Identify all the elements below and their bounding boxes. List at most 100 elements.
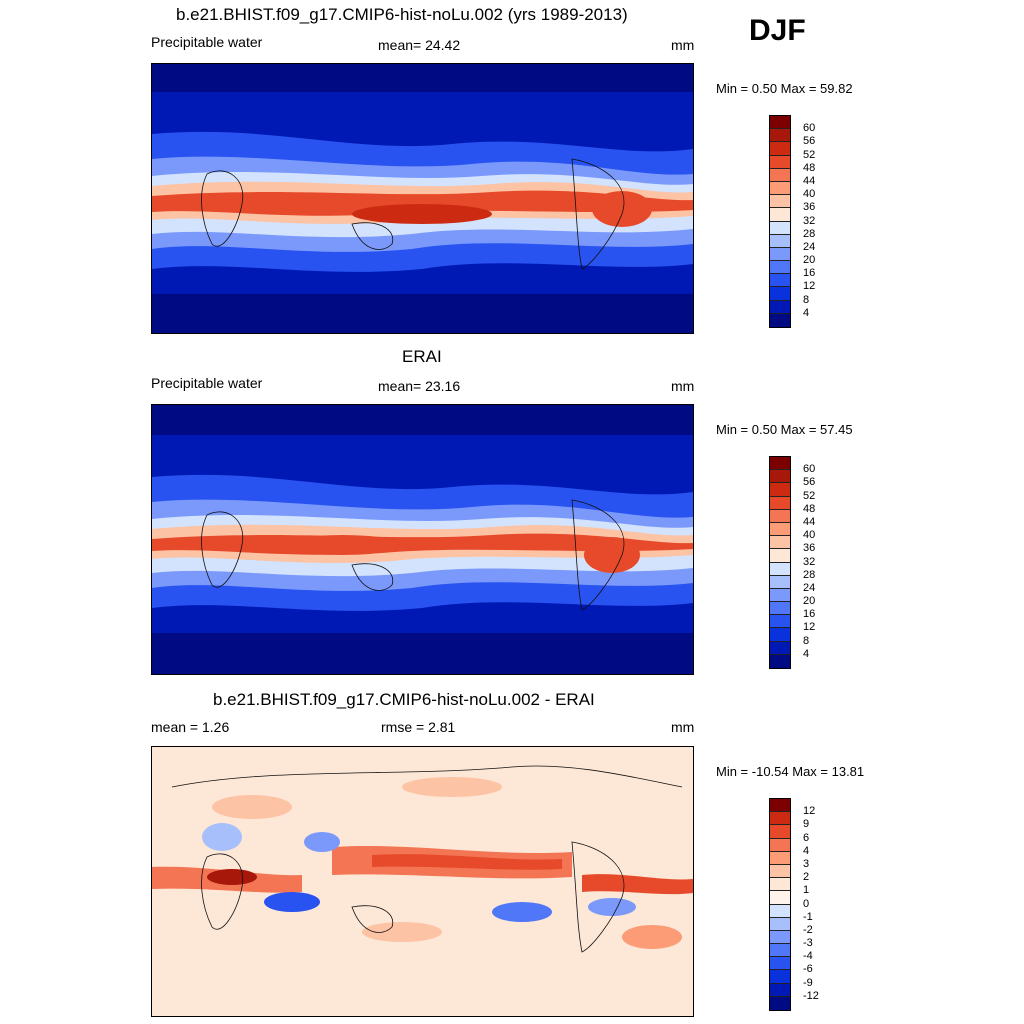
colorbar-tick-label: 12 [803,805,816,818]
colorbar-tick-label: 28 [803,227,816,240]
colorbar-block [770,155,790,169]
colorbar-tick-label: 60 [803,122,816,135]
panel-1-title: b.e21.BHIST.f09_g17.CMIP6-hist-noLu.002 … [176,5,628,24]
panel-3-map-field [152,747,693,1016]
colorbar-block [770,562,790,576]
colorbar-tick-label: 36 [803,542,816,555]
colorbar-block [770,864,790,879]
colorbar-block [770,641,790,655]
colorbar-block [770,168,790,182]
colorbar-tick-label: -9 [803,976,813,989]
colorbar-block [770,287,790,301]
colorbar-tick-label: 3 [803,857,810,870]
colorbar-block [770,970,790,984]
colorbar-tick-label: 9 [803,818,810,831]
colorbar-block [770,313,790,327]
colorbar-block [770,904,790,918]
colorbar-tick-label: 20 [803,254,816,267]
colorbar-block [770,470,790,484]
colorbar-tick-label: 32 [803,555,816,568]
colorbar-tick-label: 56 [803,135,816,148]
colorbar-tick-label: 6 [803,831,810,844]
colorbar-tick-label: 12 [803,621,816,634]
colorbar-block [770,274,790,288]
colorbar-block [770,575,790,589]
panel-1-map-field [152,64,693,333]
colorbar-tick-label: 24 [803,581,816,594]
colorbar-block [770,891,790,905]
panel-2-map [151,404,694,675]
colorbar-tick-label: 0 [803,897,810,910]
panel-2-minmax: Min = 0.50 Max = 57.45 [716,422,853,437]
panel-2-variable-label: Precipitable water [151,375,263,391]
panel-2-colorbar [769,456,791,669]
colorbar-block [770,142,790,156]
colorbar-tick-label: 32 [803,214,816,227]
panel-1-map [151,63,694,334]
colorbar-tick-label: 48 [803,502,816,515]
colorbar-tick-label: -3 [803,937,813,950]
colorbar-block [770,799,790,813]
panel-1-minmax: Min = 0.50 Max = 59.82 [716,81,853,96]
colorbar-tick-label: 36 [803,201,816,214]
panel-3-title: b.e21.BHIST.f09_g17.CMIP6-hist-noLu.002 … [213,690,595,709]
colorbar-block [770,851,790,865]
colorbar-block [770,129,790,143]
colorbar-tick-label: -6 [803,963,813,976]
colorbar-tick-label: -4 [803,950,813,963]
colorbar-tick-label: 2 [803,871,810,884]
colorbar-block [770,615,790,629]
colorbar-block [770,522,790,537]
colorbar-tick-label: 12 [803,280,816,293]
panel-1-colorbar [769,115,791,328]
colorbar-block [770,261,790,275]
colorbar-tick-label: 1 [803,884,810,897]
colorbar-block [770,509,790,523]
colorbar-block [770,483,790,497]
panel-3-mean-label: mean = 1.26 [151,719,230,735]
panel-1-units-label: mm [671,37,695,53]
panel-1-variable-label: Precipitable water [151,34,263,50]
colorbar-block [770,208,790,222]
colorbar-tick-label: 40 [803,529,816,542]
colorbar-tick-label: 52 [803,148,816,161]
colorbar-block [770,628,790,642]
colorbar-tick-label: 8 [803,293,810,306]
colorbar-tick-label: 28 [803,568,816,581]
colorbar-block [770,917,790,931]
colorbar-tick-label: 48 [803,161,816,174]
colorbar-tick-label: 16 [803,608,816,621]
panel-2-mean-label: mean= 23.16 [378,378,461,394]
colorbar-tick-label: 56 [803,476,816,489]
colorbar-block [770,602,790,616]
colorbar-tick-label: 4 [803,306,810,319]
colorbar-block [770,996,790,1010]
panel-3-colorbar [769,798,791,1011]
colorbar-block [770,838,790,852]
colorbar-tick-label: -1 [803,910,813,923]
colorbar-block [770,247,790,262]
colorbar-tick-label: 44 [803,515,816,528]
colorbar-block [770,496,790,510]
colorbar-block [770,957,790,971]
panel-3-minmax: Min = -10.54 Max = 13.81 [716,764,865,779]
colorbar-tick-label: -2 [803,923,813,936]
colorbar-block [770,825,790,839]
colorbar-block [770,457,790,471]
colorbar-block [770,930,790,945]
colorbar-block [770,983,790,997]
colorbar-block [770,195,790,209]
colorbar-block [770,588,790,603]
colorbar-tick-label: -12 [803,989,819,1002]
panel-3-units-label: mm [671,719,695,735]
colorbar-tick-label: 40 [803,188,816,201]
colorbar-block [770,116,790,130]
colorbar-block [770,181,790,196]
panel-3-rmse-label: rmse = 2.81 [381,719,456,735]
colorbar-block [770,221,790,235]
season-label: DJF [749,14,806,47]
colorbar-block [770,536,790,550]
colorbar-block [770,654,790,668]
panel-1-mean-label: mean= 24.42 [378,37,461,53]
colorbar-tick-label: 60 [803,463,816,476]
